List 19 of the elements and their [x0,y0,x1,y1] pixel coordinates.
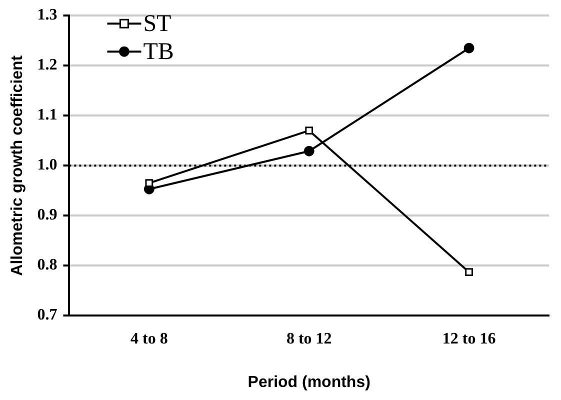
legend-label: ST [143,10,172,37]
point [464,42,474,54]
y-tick-label: 0.8 [37,256,58,274]
x-tick-label: 8 to 12 [286,330,332,348]
y-axis-title: Allometric growth coefficient [9,54,26,276]
y-tick-label: 1.3 [37,6,58,24]
x-tick-label: 12 to 16 [442,330,496,348]
point [305,126,314,135]
x-tick-label: 4 to 8 [130,330,168,348]
y-tick-label: 0.7 [37,306,58,324]
point [304,146,314,156]
y-tick-label: 0.9 [37,206,58,224]
y-tick-label: 1.1 [37,106,58,124]
y-tick-label: 1.2 [37,56,58,74]
point [145,179,154,188]
y-tick-label: 1.0 [37,156,58,174]
point [465,268,473,276]
x-axis-title: Period (months) [248,374,370,391]
legend-label: TB [143,38,174,65]
